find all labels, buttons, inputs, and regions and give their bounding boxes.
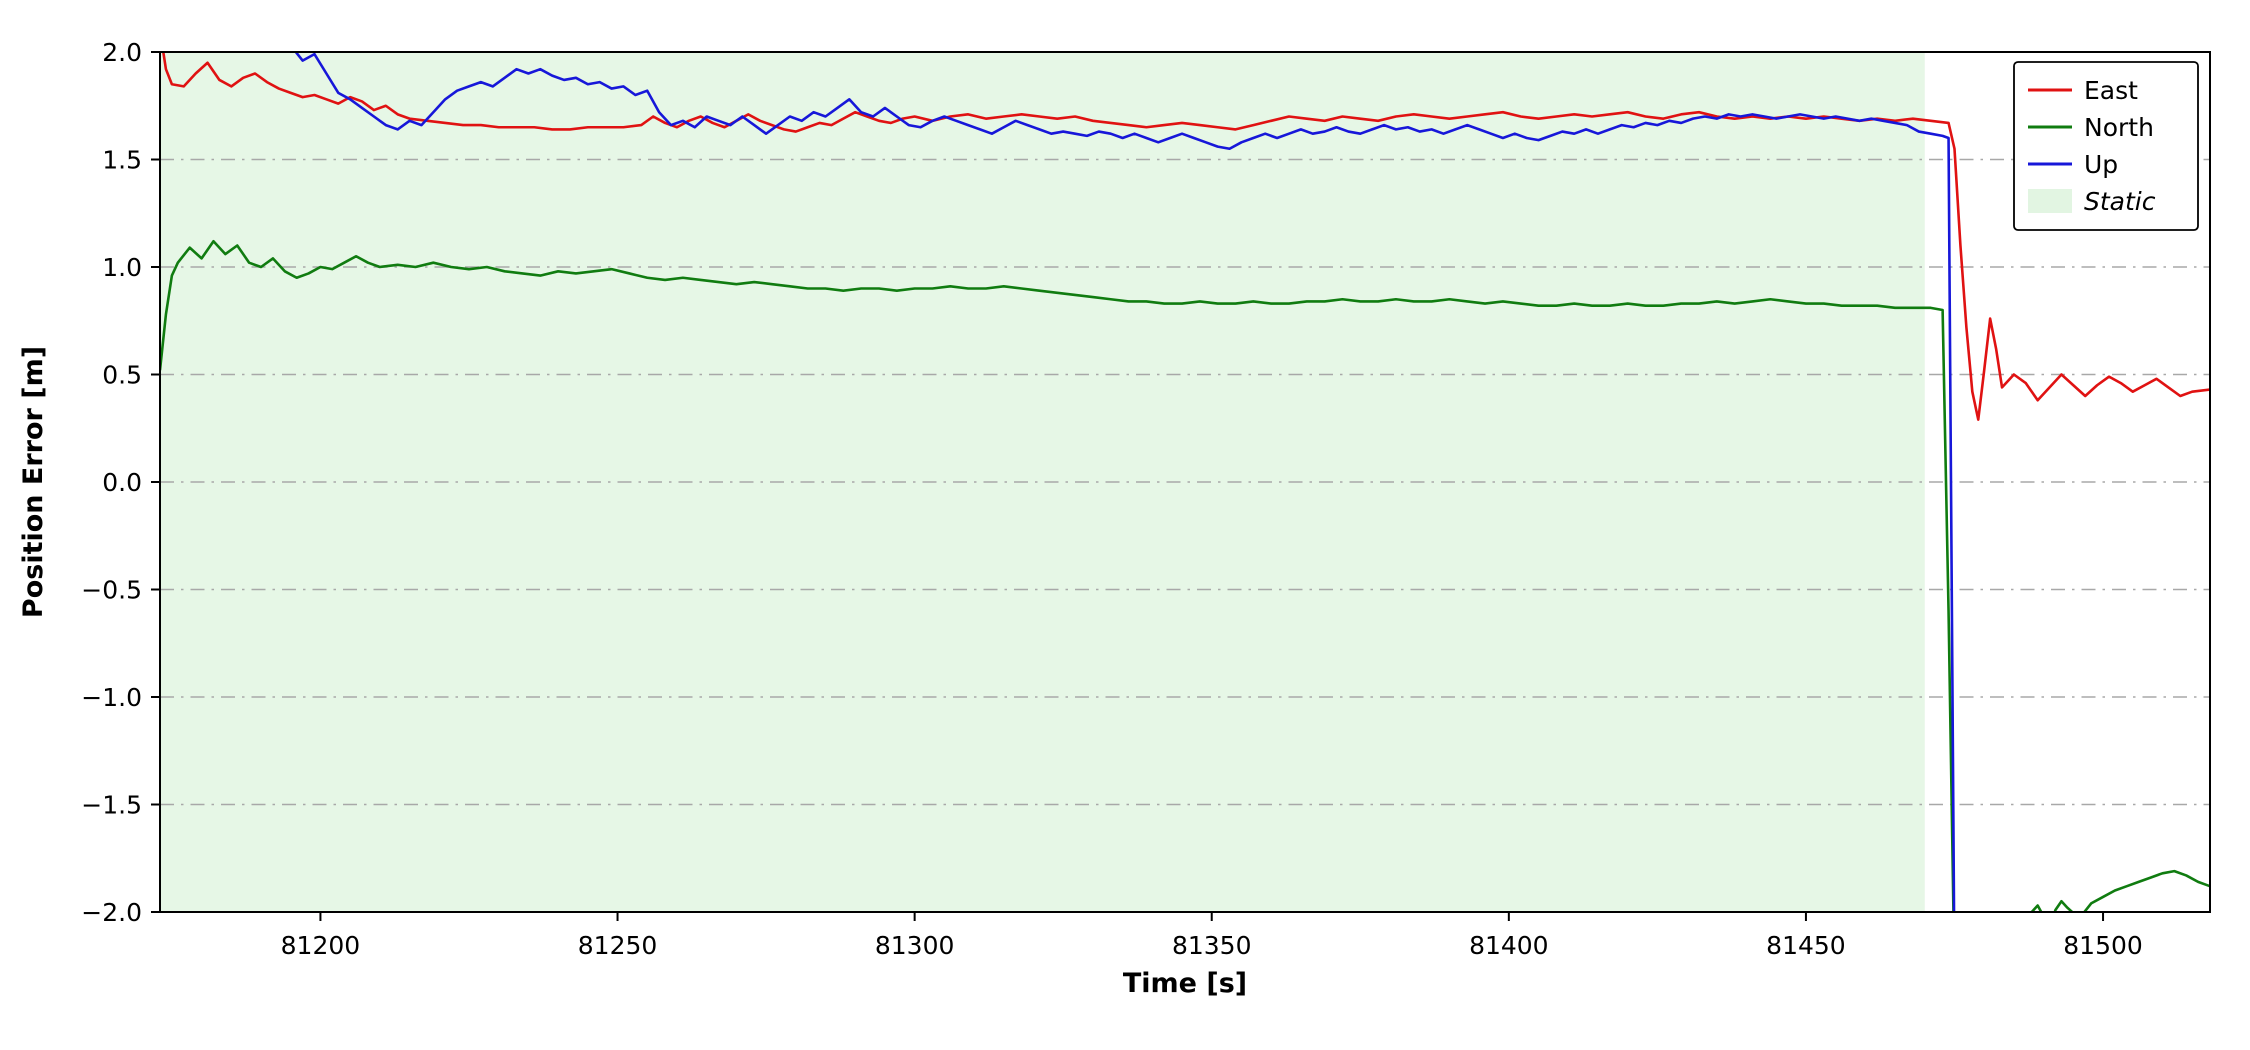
y-axis-tick-label: 0.5: [102, 361, 142, 390]
legend-label-east: East: [2084, 76, 2138, 105]
y-axis-tick-label: −0.5: [81, 576, 142, 605]
y-axis-tick-label: −1.0: [81, 683, 142, 712]
x-axis-tick-label: 81450: [1766, 931, 1846, 960]
y-axis-tick-label: −1.5: [81, 791, 142, 820]
x-axis-tick-label: 81500: [2063, 931, 2143, 960]
x-axis-tick-label: 81300: [875, 931, 955, 960]
y-axis-tick-label: 0.0: [102, 468, 142, 497]
x-axis-tick-label: 81200: [281, 931, 361, 960]
y-axis-label: Position Error [m]: [18, 346, 49, 618]
legend: East North Up Static: [2013, 61, 2199, 231]
legend-label-static: Static: [2084, 187, 2156, 216]
y-axis-tick-label: −2.0: [81, 898, 142, 927]
series-east-line: [161, 52, 2210, 421]
series-north-line: [160, 239, 2210, 912]
legend-label-north: North: [2084, 113, 2154, 142]
legend-box: [2013, 61, 2199, 231]
legend-label-up: Up: [2084, 150, 2118, 179]
x-axis-tick-label: 81350: [1172, 931, 1252, 960]
series-up-line: [294, 52, 1956, 912]
x-axis-label: Time [s]: [1123, 968, 1247, 999]
y-axis-tick-label: 1.5: [102, 146, 142, 175]
legend-sample-static: [2028, 189, 2072, 213]
x-axis-tick-label: 81250: [578, 931, 658, 960]
series-group: [160, 52, 2210, 912]
y-axis-tick-label: 1.0: [102, 253, 142, 282]
y-axis-tick-label: 2.0: [102, 38, 142, 67]
x-axis-tick-label: 81400: [1469, 931, 1549, 960]
